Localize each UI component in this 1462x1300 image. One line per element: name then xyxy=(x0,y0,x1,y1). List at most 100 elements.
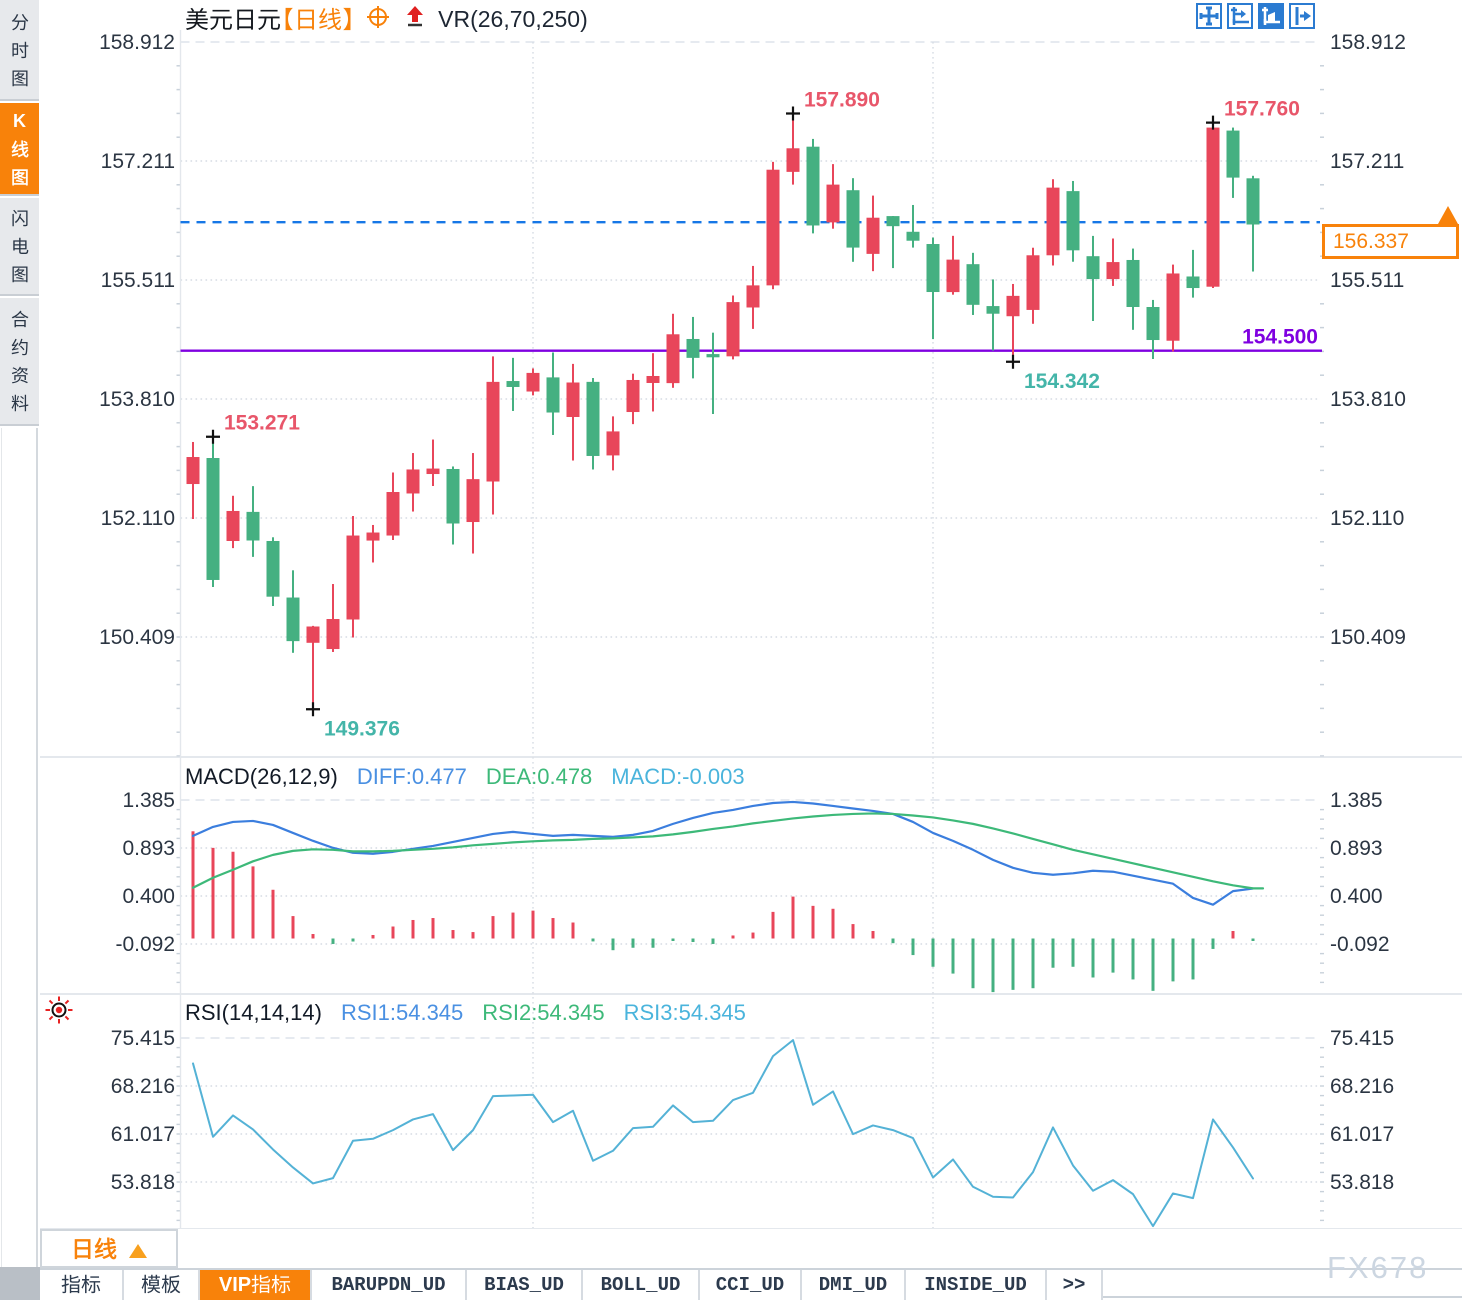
tab-more[interactable]: >> xyxy=(1047,1270,1103,1300)
candle-body xyxy=(306,626,320,643)
zoom-out-axis-icon[interactable] xyxy=(1258,3,1284,29)
candle-body xyxy=(866,217,880,254)
current-price-box: 156.337 xyxy=(1322,224,1459,259)
y-axis-label-right: 0.893 xyxy=(1330,837,1383,860)
sidebar-tab-kline[interactable]: K xyxy=(0,103,39,196)
chart-header: VR(26,70,250) xyxy=(185,5,588,33)
candle-body xyxy=(966,264,980,305)
crosshair-icon[interactable] xyxy=(1196,3,1222,29)
swing-marker xyxy=(1206,115,1220,130)
indicator-settings-sun-icon[interactable] xyxy=(44,995,74,1030)
sidebar-tab-timeline[interactable] xyxy=(0,0,39,101)
y-axis-label-left: 1.385 xyxy=(122,789,175,812)
macd-hist-bar xyxy=(691,938,695,943)
tab-templates[interactable] xyxy=(124,1270,200,1300)
candle-body xyxy=(586,381,600,456)
zoom-in-axis-icon[interactable] xyxy=(1227,3,1253,29)
candle-body xyxy=(606,431,620,456)
price-annotation: 157.890 xyxy=(804,89,880,112)
watermark: FX678 xyxy=(1327,1250,1429,1285)
macd-hist-bar xyxy=(1151,938,1155,991)
candle-body xyxy=(906,231,920,241)
candle-body xyxy=(566,382,580,417)
macd-hist-bar xyxy=(351,938,355,942)
macd-hist-bar xyxy=(591,938,595,942)
y-axis-label-left: 75.415 xyxy=(111,1027,175,1050)
y-axis-label-left: 152.110 xyxy=(101,507,175,530)
tab-dmi-ud[interactable]: DMI_UD xyxy=(802,1270,906,1300)
candle-body xyxy=(886,216,900,227)
current-price-value: 156.337 xyxy=(1333,229,1409,253)
y-axis-label-right: 75.415 xyxy=(1330,1027,1394,1050)
macd-title: MACD(26,12,9) xyxy=(185,764,338,789)
macd-diff-line xyxy=(191,800,1255,906)
macd-hist-bar xyxy=(331,938,335,944)
macd-hist-bar xyxy=(611,938,615,951)
rsi3-value: RSI3:54.345 xyxy=(623,1000,746,1025)
macd-hist-bar xyxy=(711,938,715,944)
macd-hist-bar xyxy=(751,932,755,939)
candle-body xyxy=(366,532,380,541)
macd-hist-bar xyxy=(451,930,455,939)
sidebar-tab-contract-info[interactable] xyxy=(0,298,39,426)
overlay-indicator-label: VR(26,70,250) xyxy=(438,5,588,32)
tab-boll-ud[interactable]: BOLL_UD xyxy=(583,1270,700,1300)
arrow-up-icon[interactable] xyxy=(404,5,426,34)
tab-barupdn-ud[interactable]: BARUPDN_UD xyxy=(312,1270,467,1300)
y-axis-label-right: 68.216 xyxy=(1330,1075,1394,1098)
pan-right-icon[interactable] xyxy=(1289,3,1315,29)
candle-body xyxy=(1226,130,1240,178)
period-tag xyxy=(284,7,352,31)
y-axis-label-right: 158.912 xyxy=(1330,31,1406,54)
macd-hist-bar xyxy=(671,938,675,941)
tab-bias-ud[interactable]: BIAS_UD xyxy=(467,1270,583,1300)
candle-body xyxy=(486,381,500,482)
macd-hist-bar xyxy=(511,912,515,939)
y-axis-label-right: 61.017 xyxy=(1330,1123,1394,1146)
y-axis-label-left: -0.092 xyxy=(115,933,175,956)
y-axis-label-left: 0.400 xyxy=(122,885,175,908)
y-axis-label-right: -0.092 xyxy=(1330,933,1390,956)
y-axis-label-right: 0.400 xyxy=(1330,885,1383,908)
sidebar-tab-lightning[interactable] xyxy=(0,198,39,296)
macd-hist-bar xyxy=(471,932,475,939)
macd-hist-bar xyxy=(1231,930,1235,939)
candle-body xyxy=(506,381,520,387)
tab-vip-indicators[interactable]: VIP xyxy=(200,1270,312,1300)
sidebar: K xyxy=(0,0,40,1300)
macd-hist-bar xyxy=(871,930,875,939)
y-axis-label-left: 150.409 xyxy=(99,626,175,649)
macd-hist-bar xyxy=(911,938,915,956)
macd-hist-bar xyxy=(951,938,955,974)
candle-body xyxy=(326,619,340,650)
chart-toolbar xyxy=(1196,3,1320,29)
y-axis-label-left: 53.818 xyxy=(111,1171,175,1194)
y-axis-label-left: 158.912 xyxy=(99,31,175,54)
tab-cci-ud[interactable]: CCI_UD xyxy=(700,1270,802,1300)
price-annotation: 157.760 xyxy=(1224,98,1300,121)
candle-body xyxy=(1206,127,1220,287)
candle-body xyxy=(746,285,760,308)
macd-hist-bar xyxy=(651,938,655,948)
period-button[interactable] xyxy=(40,1229,178,1268)
xaxis-band xyxy=(40,1229,1462,1268)
macd-hist-bar xyxy=(311,934,315,939)
macd-hist-bar xyxy=(251,866,255,939)
candle-body xyxy=(266,540,280,597)
swing-marker xyxy=(306,702,320,717)
y-axis-label-right: 155.511 xyxy=(1330,269,1404,292)
macd-diff-value: DIFF:0.477 xyxy=(356,764,467,789)
y-axis-label-right: 150.409 xyxy=(1330,626,1406,649)
tab-indicators[interactable] xyxy=(40,1270,124,1300)
target-icon[interactable] xyxy=(366,5,390,34)
macd-hist-bar xyxy=(371,934,375,939)
candle-body xyxy=(626,379,640,413)
macd-hist-bar xyxy=(1131,938,1135,980)
macd-hist-bar xyxy=(1211,938,1215,949)
tab-inside-ud[interactable]: INSIDE_UD xyxy=(906,1270,1047,1300)
macd-dea-line xyxy=(191,812,1265,890)
candle-body xyxy=(466,479,480,523)
candle-body xyxy=(686,338,700,358)
